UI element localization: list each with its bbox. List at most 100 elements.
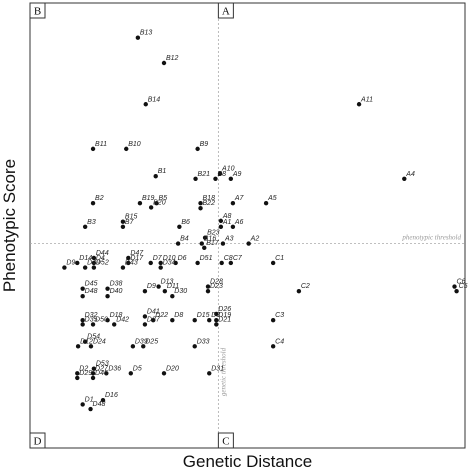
point-label: D21 [218, 316, 231, 323]
data-point [214, 322, 219, 327]
point-label: A3 [224, 236, 234, 243]
point-label: B16 [204, 236, 217, 243]
point-label: C1 [275, 255, 284, 262]
data-point [402, 176, 407, 181]
point-label: B6 [181, 219, 190, 226]
point-label: B13 [140, 30, 153, 37]
data-point [356, 102, 362, 107]
data-point [153, 174, 158, 179]
point-label: A10 [221, 166, 235, 173]
point-label: C8 [224, 255, 233, 262]
point-label: D36 [108, 365, 121, 372]
data-point [75, 344, 81, 349]
point-label: B12 [166, 55, 179, 62]
point-label: B18 [203, 195, 216, 202]
quadrant-label-a: A [222, 6, 230, 18]
point-label: D22 [155, 312, 168, 319]
point-label: D32 [85, 312, 98, 319]
data-point [205, 284, 211, 289]
point-label: D20 [166, 365, 179, 372]
data-point [158, 265, 163, 270]
data-point [193, 176, 198, 181]
point-label: B4 [180, 236, 189, 243]
point-label: D10 [163, 255, 176, 262]
point-label: D48 [85, 288, 98, 295]
data-point [126, 255, 131, 261]
x-axis-title: Genetic Distance [183, 452, 312, 471]
point-label: D16 [105, 392, 118, 399]
data-point [120, 265, 126, 270]
data-point [173, 260, 178, 266]
data-point [218, 218, 224, 224]
quadrant-label-d: D [34, 436, 42, 448]
data-point [105, 294, 110, 299]
point-label: D9 [66, 260, 75, 267]
data-point [88, 344, 94, 349]
point-label: D6 [178, 255, 187, 262]
point-label: B9 [200, 141, 209, 148]
data-point [228, 176, 234, 181]
point-label: D1 [85, 396, 94, 403]
point-label: A9 [232, 171, 242, 178]
point-label: B7 [125, 219, 135, 226]
point-label: D37 [147, 316, 161, 323]
point-label: D29 [79, 370, 92, 377]
point-label: D50 [95, 316, 108, 323]
data-point [220, 241, 226, 246]
data-point [202, 235, 208, 240]
point-label: C4 [275, 338, 284, 345]
data-point [124, 146, 129, 152]
data-point [177, 224, 182, 229]
point-label: D39 [135, 338, 148, 345]
point-label: C5 [459, 283, 468, 290]
point-label: D27 [95, 365, 109, 372]
data-point [120, 219, 126, 224]
point-label: D26 [218, 306, 231, 313]
data-point [218, 224, 224, 229]
quadrant-box-c [217, 432, 234, 449]
data-point [88, 406, 93, 412]
point-label: D13 [161, 279, 174, 286]
point-label: D35 [85, 316, 98, 323]
data-point [156, 284, 161, 289]
point-label: B17 [206, 240, 220, 247]
point-label: A11 [360, 96, 373, 103]
data-point [263, 200, 269, 206]
data-point [91, 255, 97, 261]
data-point [192, 344, 197, 349]
data-point [90, 375, 96, 381]
data-point [219, 260, 224, 266]
data-point [143, 102, 148, 107]
point-label: A1 [222, 219, 232, 226]
data-point [296, 288, 302, 294]
data-point [199, 241, 204, 246]
point-label: D51 [200, 255, 213, 262]
point-label: C3 [275, 312, 284, 319]
data-point [198, 206, 203, 211]
point-label: A5 [267, 195, 277, 202]
point-label: B1 [158, 168, 167, 175]
point-label: B10 [128, 141, 141, 148]
point-label: B21 [198, 171, 211, 178]
data-point [162, 288, 168, 294]
point-label: D8 [174, 312, 183, 319]
data-point [230, 224, 236, 229]
point-label: B22 [203, 200, 216, 207]
quadrant-label-b: B [34, 6, 41, 18]
data-point [213, 176, 218, 181]
data-point [91, 366, 97, 371]
point-label: D33 [197, 338, 210, 345]
point-label: C2 [301, 283, 310, 290]
data-point [100, 398, 106, 403]
data-point [270, 344, 276, 349]
point-label: C6 [457, 279, 466, 286]
data-point [90, 322, 96, 327]
data-point [135, 35, 141, 40]
data-point [137, 200, 143, 206]
data-point [217, 171, 223, 176]
data-point [151, 318, 156, 323]
data-point [192, 318, 197, 323]
data-point [80, 318, 85, 323]
data-point [75, 375, 80, 381]
